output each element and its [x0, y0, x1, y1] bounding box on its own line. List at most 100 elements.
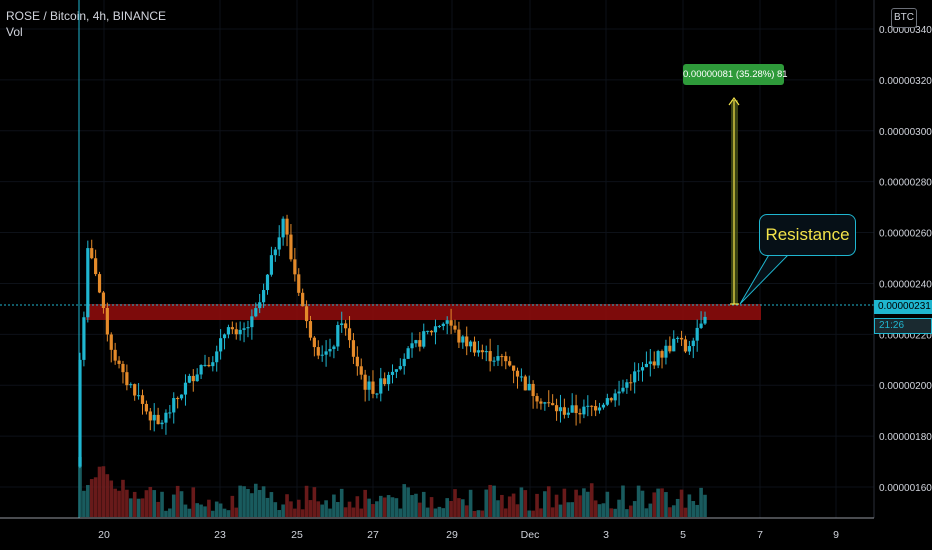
candle-body	[367, 381, 371, 390]
volume-bar	[535, 493, 539, 517]
candle-body	[133, 384, 137, 396]
candle-body	[234, 329, 238, 335]
volume-bar	[191, 487, 196, 517]
resistance-zone[interactable]	[86, 304, 761, 320]
volume-bar	[488, 484, 492, 517]
candle-body	[644, 363, 649, 368]
volume-bar	[480, 510, 485, 517]
volume-bar	[617, 499, 621, 517]
volume-bar	[285, 494, 289, 517]
candle-body	[660, 351, 664, 358]
volume-bar	[515, 504, 520, 517]
time-tick-label: 7	[757, 529, 763, 541]
candle-body	[476, 350, 481, 353]
candle-body	[355, 356, 359, 367]
volume-bar	[121, 479, 125, 517]
price-tick-label: 0.00000340	[879, 25, 932, 36]
candle-body	[621, 387, 625, 392]
candle-body	[238, 329, 242, 335]
candle-body	[222, 334, 227, 339]
candle-body	[699, 323, 703, 328]
volume-bar	[390, 497, 395, 517]
volume-bar	[445, 498, 449, 517]
candle-body	[601, 404, 606, 408]
candle-body	[371, 381, 375, 394]
currency-scale-button[interactable]: BTC	[891, 8, 917, 28]
volume-bar	[511, 493, 516, 517]
volume-bar	[261, 486, 266, 517]
volume-bar	[418, 502, 422, 517]
candle-body	[375, 393, 379, 395]
volume-bar	[86, 485, 90, 517]
volume-bar	[156, 501, 160, 517]
volume-bar	[461, 499, 465, 517]
candle-body	[242, 328, 246, 330]
volume-bar	[281, 504, 285, 517]
volume-bar	[367, 498, 371, 517]
volume-indicator-label[interactable]: Vol	[6, 25, 23, 39]
candle-body	[351, 340, 356, 357]
candle-body	[558, 407, 563, 412]
candle-body	[594, 406, 598, 411]
candle-body	[144, 403, 149, 412]
volume-bar	[300, 509, 305, 517]
candle-body	[215, 351, 219, 363]
volume-bar	[175, 485, 180, 517]
volume-bar	[527, 510, 532, 517]
volume-bar	[347, 501, 352, 517]
volume-bar	[675, 498, 680, 517]
volume-bar	[378, 495, 383, 517]
candle-body	[504, 356, 508, 362]
volume-bar	[621, 485, 625, 517]
volume-bar	[601, 503, 606, 517]
candle-body	[230, 327, 234, 330]
volume-bar	[371, 504, 375, 517]
volume-bar	[597, 504, 602, 517]
candle-body	[101, 292, 106, 308]
volume-bar	[336, 502, 340, 517]
price-tick-label: 0.00000220	[879, 330, 932, 341]
candle-body	[293, 259, 297, 275]
volume-bar	[386, 495, 391, 517]
candle-body	[543, 402, 547, 404]
resistance-callout[interactable]: Resistance	[759, 214, 856, 256]
volume-bar	[226, 510, 231, 517]
candle-body	[285, 218, 289, 235]
candle-body	[523, 376, 527, 391]
candle-body	[586, 405, 590, 407]
volume-bar	[230, 495, 235, 517]
volume-bar	[179, 491, 184, 517]
volume-bar	[195, 503, 199, 517]
candle-body	[160, 422, 164, 425]
time-tick-label: 25	[291, 529, 303, 541]
candle-body	[390, 371, 395, 375]
volume-bar	[492, 485, 496, 517]
volume-bar	[648, 503, 653, 517]
symbol-title[interactable]: ROSE / Bitcoin, 4h, BINANCE	[6, 9, 167, 23]
candle-body	[578, 413, 582, 415]
candle-body	[668, 345, 672, 352]
volume-bar	[289, 501, 293, 517]
volume-bar	[691, 501, 696, 517]
measure-tool[interactable]	[728, 96, 740, 305]
candle-body	[398, 366, 402, 370]
volume-bar	[339, 488, 344, 517]
candle-body	[117, 360, 121, 364]
candle-body	[113, 349, 117, 361]
volume-bar	[664, 492, 668, 517]
volume-bar	[359, 508, 364, 517]
volume-bar	[425, 507, 430, 517]
time-tick-label: 3	[603, 529, 609, 541]
volume-bar	[363, 489, 367, 517]
candle-body	[535, 396, 539, 402]
volume-bar	[593, 500, 598, 517]
volume-bar	[89, 479, 94, 517]
candle-body	[168, 412, 172, 414]
candle-body	[136, 395, 141, 397]
candle-body	[246, 327, 250, 329]
candle-body	[320, 354, 324, 356]
candle-body	[203, 364, 207, 366]
measure-label[interactable]: 0.00000081 (35.28%) 81	[683, 64, 788, 85]
candle-body	[461, 336, 465, 343]
